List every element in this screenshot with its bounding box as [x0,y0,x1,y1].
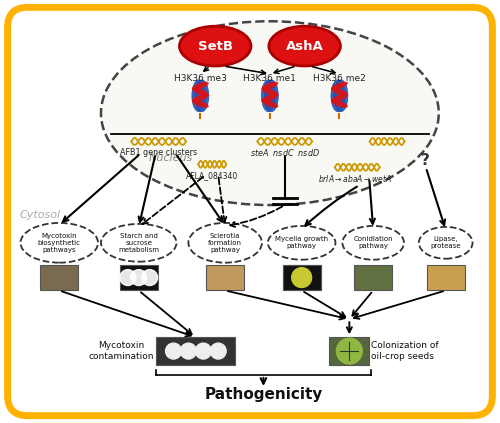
Text: H3K36 me2: H3K36 me2 [313,74,366,83]
Bar [330,337,369,365]
Ellipse shape [180,26,251,66]
Bar [283,265,321,291]
Bar [283,265,321,291]
Text: ?: ? [422,153,430,168]
Text: Sclerotia
formation
pathway: Sclerotia formation pathway [208,233,242,253]
Text: Conidiation
pathway: Conidiation pathway [354,236,393,249]
Text: Mycotoxin
contamination: Mycotoxin contamination [88,341,154,361]
Text: Colonization of
oil-crop seeds: Colonization of oil-crop seeds [371,341,439,361]
Text: Cytosol: Cytosol [20,210,60,220]
Ellipse shape [331,99,348,108]
Circle shape [210,343,226,359]
Ellipse shape [419,227,472,259]
Bar [206,265,244,291]
Circle shape [180,343,196,359]
FancyBboxPatch shape [8,7,492,416]
Bar [120,265,158,291]
Text: Nucleus: Nucleus [148,154,193,163]
Ellipse shape [342,226,404,260]
Ellipse shape [20,223,98,263]
Ellipse shape [195,80,209,112]
Circle shape [196,343,212,359]
Ellipse shape [331,82,348,90]
Text: SetB: SetB [198,40,232,52]
Ellipse shape [262,80,276,112]
Circle shape [336,338,362,364]
Text: AshA: AshA [286,40,324,52]
Bar [156,337,235,365]
Circle shape [131,269,146,286]
Ellipse shape [101,21,439,205]
Circle shape [292,268,312,288]
Text: AFB1 gene clusters: AFB1 gene clusters [120,148,197,157]
Ellipse shape [192,80,206,112]
Text: AFLA_084340: AFLA_084340 [186,171,238,180]
Text: $steA$  $nsdC$  $nsdD$: $steA$ $nsdC$ $nsdD$ [250,147,320,158]
Ellipse shape [192,82,209,90]
Text: Mycotoxin
biosynthetic
pathways: Mycotoxin biosynthetic pathways [38,233,81,253]
Ellipse shape [188,223,262,263]
Ellipse shape [331,80,345,112]
Ellipse shape [331,88,348,96]
Ellipse shape [334,80,348,112]
Ellipse shape [262,88,278,96]
Ellipse shape [269,26,340,66]
Ellipse shape [262,99,278,108]
Bar [427,265,465,291]
Text: Starch and
sucrose
metabolism: Starch and sucrose metabolism [118,233,159,253]
Circle shape [142,269,158,286]
Ellipse shape [192,99,209,108]
Circle shape [120,269,136,286]
Ellipse shape [192,93,209,102]
Ellipse shape [101,224,176,262]
Bar [354,265,392,291]
Bar [40,265,78,291]
Text: Lipase,
protease: Lipase, protease [430,236,461,249]
Text: H3K36 me3: H3K36 me3 [174,74,227,83]
Ellipse shape [331,93,348,102]
Ellipse shape [264,80,278,112]
Ellipse shape [262,93,278,102]
Ellipse shape [268,226,336,260]
Text: Mycelia growth
pathway: Mycelia growth pathway [275,236,328,249]
Text: Pathogenicity: Pathogenicity [204,387,322,402]
Circle shape [166,343,182,359]
Text: H3K36 me1: H3K36 me1 [244,74,296,83]
Text: $brlA$$\rightarrow$$abaA$$\rightarrow$$wetA$: $brlA$$\rightarrow$$abaA$$\rightarrow$$w… [318,173,392,184]
Ellipse shape [262,82,278,90]
Ellipse shape [192,88,209,96]
